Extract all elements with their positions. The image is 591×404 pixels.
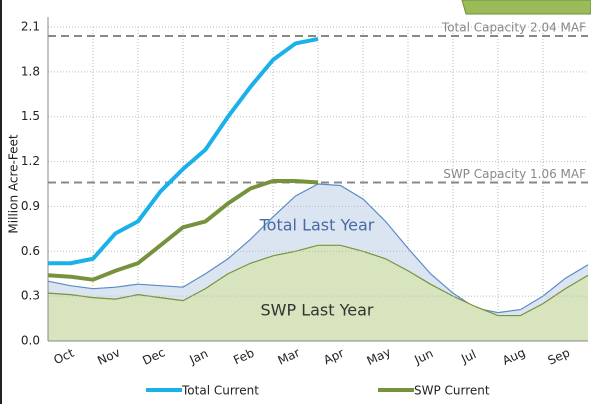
y-tick-label: 2.1 <box>21 20 40 34</box>
capacity-label: Total Capacity 2.04 MAF <box>441 20 586 34</box>
area-edge <box>47 244 589 317</box>
series-line <box>47 179 319 282</box>
area-label: Total Last Year <box>259 216 375 235</box>
series-line <box>48 37 319 266</box>
corner-tab <box>461 0 591 15</box>
y-tick-label: 0.9 <box>21 199 40 213</box>
x-tick-label: Jul <box>458 347 478 366</box>
y-tick-label: 1.5 <box>21 109 40 123</box>
area <box>48 245 588 341</box>
y-tick-label: 0.3 <box>21 289 40 303</box>
x-tick-label: Sep <box>546 345 572 367</box>
x-tick-label: Jan <box>187 346 211 367</box>
capacity-label: SWP Capacity 1.06 MAF <box>443 167 586 181</box>
area-label: SWP Last Year <box>261 301 374 320</box>
y-tick-label: 0.0 <box>21 334 40 348</box>
x-tick-label: Aug <box>500 345 527 368</box>
area-edge <box>47 183 589 314</box>
y-axis-label: Million Acre-Feet <box>7 134 21 233</box>
x-tick-label: Dec <box>140 345 167 368</box>
legend-label: SWP Current <box>414 384 490 398</box>
y-tick-label: 0.6 <box>21 244 40 258</box>
x-tick-label: Apr <box>321 346 346 367</box>
x-tick-label: Feb <box>231 346 256 368</box>
x-tick-label: May <box>365 345 393 368</box>
x-tick-label: Jun <box>411 346 435 367</box>
x-tick-label: Oct <box>51 346 76 368</box>
y-tick-label: 1.8 <box>21 64 40 78</box>
legend-label: Total Current <box>181 384 259 398</box>
x-tick-label: Nov <box>95 345 122 368</box>
y-tick-label: 1.2 <box>21 154 40 168</box>
x-tick-label: Mar <box>276 345 302 367</box>
